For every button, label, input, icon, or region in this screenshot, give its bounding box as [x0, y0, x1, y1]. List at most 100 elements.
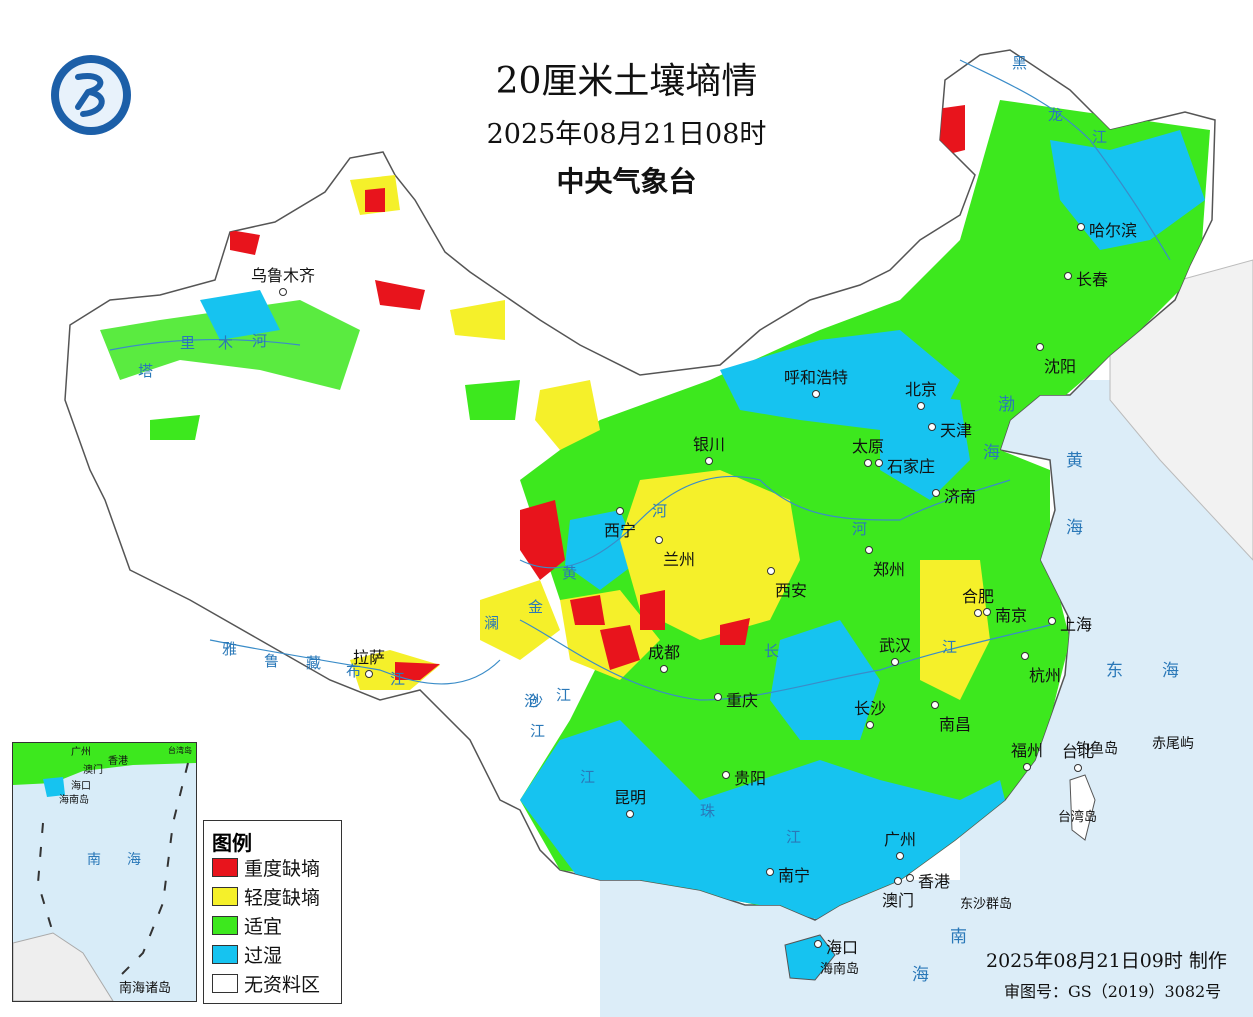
city-marker: [865, 546, 873, 554]
legend-title: 图例: [212, 831, 252, 855]
river-label: 江: [1092, 128, 1108, 146]
river-label: 河: [252, 332, 268, 350]
inset-label: 广州: [71, 747, 91, 758]
river-label: 长: [764, 642, 780, 660]
city-label: 贵阳: [734, 769, 767, 788]
river-label: 布: [346, 662, 362, 680]
sea-label: 东: [1106, 661, 1123, 681]
city-label: 拉萨: [353, 648, 386, 667]
zone-heavy-dry-shaanxi: [720, 618, 750, 645]
river-label: 龙: [1048, 106, 1064, 124]
city-marker: [814, 940, 822, 948]
city-label: 昆明: [614, 788, 647, 807]
city-marker: [705, 457, 713, 465]
legend-item: 轻度缺墒: [212, 882, 341, 911]
hainan-island: [784, 934, 836, 981]
legend-item: 重度缺墒: [212, 853, 341, 882]
place-label: 东沙群岛: [960, 897, 1013, 912]
zone-wet-south: [520, 720, 1010, 920]
inset-label: 香港: [108, 756, 128, 767]
zone-wet-central: [770, 620, 880, 740]
legend-label: 轻度缺墒: [244, 887, 321, 909]
legend-label: 重度缺墒: [244, 858, 321, 880]
river-label: 黑: [1012, 54, 1028, 72]
city-label: 杭州: [1029, 666, 1062, 685]
city-label: 石家庄: [887, 457, 936, 476]
city-label: 天津: [940, 421, 973, 440]
city-marker: [906, 874, 914, 882]
city-label: 武汉: [879, 636, 912, 655]
river-label: 黄: [562, 564, 578, 582]
legend-label: 适宜: [244, 916, 283, 938]
sea-label: 海: [983, 443, 1000, 463]
city-label: 西宁: [604, 521, 637, 540]
inset-mainland: [13, 743, 196, 785]
city-label: 成都: [648, 643, 681, 662]
zone-heavy-dry-altay: [365, 188, 385, 212]
zone-heavy-dry-gansu: [640, 590, 665, 630]
south-china-sea-inset: 广州 香港 澳门 海口 海南岛 南 海 台湾岛 南海诸岛: [12, 742, 197, 1002]
river-label: 藏: [306, 654, 322, 672]
yellow-river: [519, 475, 1011, 569]
city-marker: [974, 609, 982, 617]
sea-label: 渤: [998, 395, 1015, 415]
moisture-zones: [100, 100, 1210, 920]
city-label: 太原: [852, 437, 885, 456]
city-label: 南昌: [939, 715, 972, 734]
legend-label: 无资料区: [244, 974, 321, 996]
heilong-river: [959, 59, 1171, 261]
city-marker: [866, 721, 874, 729]
inset-label: 海南岛: [59, 795, 89, 806]
inset-hainan: [43, 777, 65, 797]
city-marker: [722, 771, 730, 779]
place-label: 钓鱼岛: [1076, 741, 1118, 757]
city-marker: [1036, 343, 1044, 351]
yangtze-river: [519, 619, 1051, 701]
city-label: 澳门: [882, 891, 915, 910]
city-marker: [983, 608, 991, 616]
legend-swatch: [212, 945, 238, 964]
zone-suitable-kashgar: [150, 415, 200, 440]
zone-wet-northeast: [1050, 130, 1205, 250]
zone-light-dry-hami: [450, 300, 505, 340]
river-label: 沧: [524, 692, 540, 710]
city-marker: [616, 507, 624, 515]
river-label: 金: [528, 598, 544, 616]
sea-label: 海: [1162, 661, 1179, 681]
zone-heavy-dry-lhasa: [395, 662, 440, 680]
sea-label: 海: [912, 965, 929, 985]
zone-heavy-dry-sichuan-west: [570, 595, 605, 625]
river-label: 木: [218, 334, 234, 352]
city-marker: [812, 390, 820, 398]
city-marker: [655, 536, 663, 544]
city-marker: [875, 459, 883, 467]
city-label: 郑州: [873, 560, 906, 579]
zone-heavy-dry-turpan: [375, 280, 425, 310]
legend-swatch: [212, 974, 238, 993]
city-marker: [891, 658, 899, 666]
yarlung-river: [209, 639, 501, 685]
city-label: 济南: [944, 487, 977, 506]
city-marker: [928, 423, 936, 431]
river-label: 雅: [222, 640, 238, 658]
legend-item: 无资料区: [212, 969, 341, 998]
city-marker: [1023, 763, 1031, 771]
city-label: 乌鲁木齐: [251, 266, 316, 285]
legend-swatch: [212, 887, 238, 906]
city-label: 西安: [775, 581, 808, 600]
city-marker: [714, 693, 722, 701]
river-label: 江: [556, 686, 572, 704]
zone-suitable-east: [520, 100, 1210, 910]
sea-label: 黄: [1066, 451, 1083, 471]
river-label: 河: [652, 502, 668, 520]
city-label: 台北: [1062, 742, 1095, 761]
zone-light-dry-anhui: [920, 560, 990, 700]
legend-label: 过湿: [244, 945, 283, 967]
city-marker: [1077, 223, 1085, 231]
map-title: 20厘米土壤墒情: [495, 61, 758, 102]
review-number: 审图号：GS（2019）3082号: [1004, 982, 1222, 1001]
map-issuer: 中央气象台: [556, 165, 697, 198]
river-label: 江: [580, 768, 596, 786]
river-lines: [109, 59, 1171, 701]
